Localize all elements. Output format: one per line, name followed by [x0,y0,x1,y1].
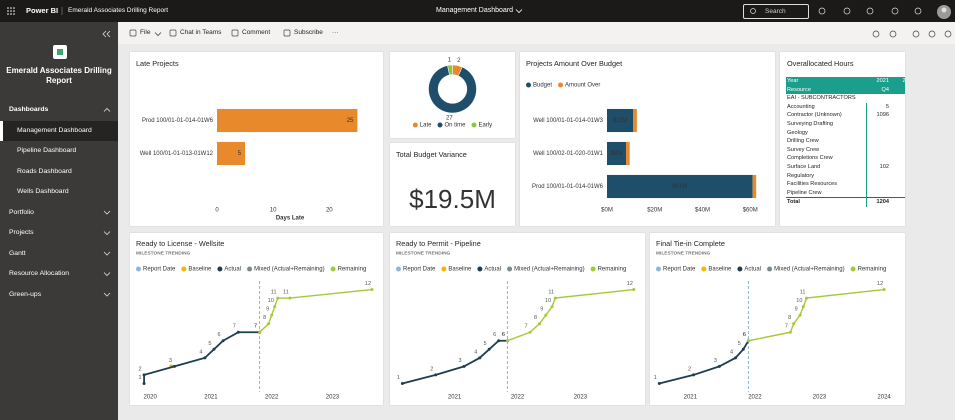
table-row: Contractor (Unknown)1096 [786,111,905,120]
table-row: Accounting56 [786,103,905,112]
table-cell: Facilities Resources [786,180,866,189]
table-row: Regulatory [786,172,905,181]
table-row: Surveying Drafting [786,120,905,129]
toolbar: File Chat in Teams Comment Subscribe ··· [118,22,955,44]
report-name[interactable]: Emerald Associates Drilling Report [68,0,168,22]
nav-section[interactable]: Green-ups [0,290,118,300]
nav-item[interactable]: Roads Dashboard [0,162,118,182]
table-cell: 6 [890,103,905,112]
table-cell: Year [786,77,866,86]
header-row: Year20212022 [786,77,905,86]
page-name[interactable]: Management Dashboard [436,0,513,22]
toolbar-item[interactable]: Comment [242,22,270,44]
table-cell [890,129,905,138]
table-cell [866,129,890,138]
toolbar-item[interactable]: Chat in Teams [180,22,221,44]
table: Year20212022ResourceQ4Q1EAI - SUBCONTRAC… [786,77,905,207]
table-cell: 37 [890,146,905,155]
table-cell: 153 [890,198,905,207]
table-cell: 1096 [866,111,890,120]
table-cell [890,120,905,129]
card [390,143,515,226]
table-cell [890,111,905,120]
table-row: Geology [786,129,905,138]
card [520,52,775,226]
table-cell: 2022 [890,77,905,86]
table-cell: Regulatory [786,172,866,181]
nav-item[interactable]: Pipeline Dashboard [0,141,118,161]
table-cell: 5 [890,137,905,146]
table-cell: Surface Land [786,163,866,172]
nav-section[interactable]: Resource Allocation [0,269,118,279]
table-cell: 1204 [866,198,890,207]
header-row: ResourceQ4Q1 [786,86,905,95]
table-cell [866,137,890,146]
table-cell: Accounting [786,103,866,112]
table-cell: Geology [786,129,866,138]
table-row: Surface Land10213 [786,163,905,172]
table-cell: Contractor (Unknown) [786,111,866,120]
brand[interactable]: Power BI [26,0,58,22]
table-row: Drilling Crew 5 [786,137,905,146]
toolbar-item[interactable]: ··· [332,22,339,44]
table-cell: Q1 [890,86,905,95]
card [130,233,383,405]
table-cell: 90 [890,154,905,163]
table-cell: Surveying Drafting [786,120,866,129]
table-cell: 5 [866,103,890,112]
table-cell: Q4 [866,86,890,95]
card [390,52,515,138]
table-cell [866,172,890,181]
table-cell [890,172,905,181]
table-row: Completions Crew 90 [786,154,905,163]
card [390,233,645,405]
nav-section[interactable]: Portfolio [0,208,118,218]
search-placeholder: Search [765,5,786,18]
group-cell: EAI - SUBCONTRACTORS [786,94,905,103]
table-row: Pipeline Crew [786,189,905,198]
nav-section[interactable]: Gantt [0,249,118,259]
sidebar-title: Emerald Associates Drilling Report [4,66,114,86]
toolbar-item[interactable]: File [140,22,150,44]
card [650,233,905,405]
table-card: Overallocated HoursYear20212022ResourceQ… [780,52,905,226]
table-cell [866,180,890,189]
table-cell: Resource [786,86,866,95]
table-cell: Total [786,198,866,207]
table-cell [866,154,890,163]
nav-section[interactable]: Projects [0,228,118,238]
table-row: Facilities Resources [786,180,905,189]
table-cell [866,120,890,129]
table-cell: Survey Crew [786,146,866,155]
sidebar: Emerald Associates Drilling Report Dashb… [0,22,118,420]
table-cell [866,146,890,155]
top-bar: Power BI Emerald Associates Drilling Rep… [0,0,955,22]
nav-item[interactable]: Management Dashboard [0,121,118,141]
nav-item[interactable]: Wells Dashboard [0,182,118,202]
table-cell [890,180,905,189]
table-cell: Drilling Crew [786,137,866,146]
table-row: Survey Crew 37 [786,146,905,155]
table-title: Overallocated Hours [787,59,854,68]
search-box[interactable]: Search [743,4,809,19]
table-cell: 13 [890,163,905,172]
nav-section[interactable]: Dashboards [0,105,118,115]
table-cell: 102 [866,163,890,172]
total-row: Total1204153 [786,198,905,207]
table-cell: Completions Crew [786,154,866,163]
card [130,52,383,226]
toolbar-item[interactable]: Subscribe [294,22,323,44]
group-row: EAI - SUBCONTRACTORS [786,94,905,103]
table-cell: Pipeline Crew [786,189,866,198]
table-cell: 2021 [866,77,890,86]
table-cell [890,189,905,198]
table-cell [866,189,890,198]
